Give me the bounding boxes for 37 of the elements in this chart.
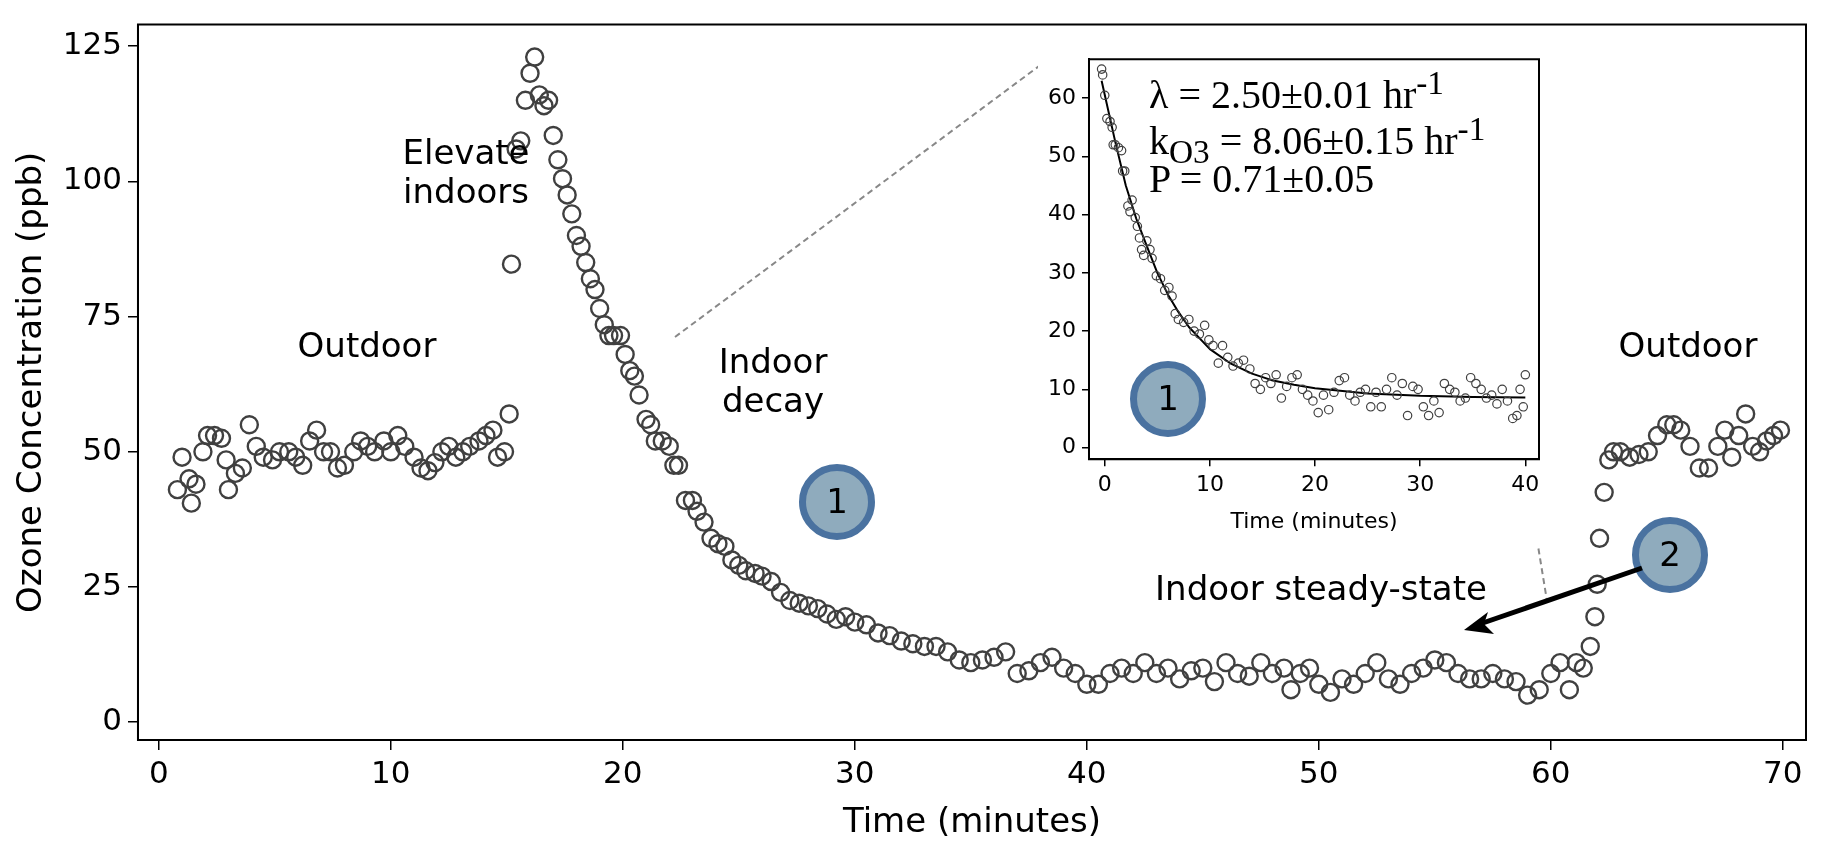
x-tick-label: 10 <box>1195 471 1224 497</box>
y-tick-label: 60 <box>1047 83 1076 109</box>
x-tick-label: 60 <box>1531 753 1571 790</box>
y-tick-label: 20 <box>1047 316 1076 342</box>
x-tick-label: 30 <box>1406 471 1435 497</box>
annotation: Outdoor <box>297 325 437 366</box>
y-tick-label: 25 <box>82 566 122 603</box>
x-tick-label: 20 <box>1301 471 1330 497</box>
x-tick-label: 0 <box>1097 471 1112 497</box>
y-tick-label: 0 <box>102 701 122 738</box>
x-tick-label: 0 <box>148 753 169 790</box>
x-tick-label: 20 <box>603 753 643 790</box>
annotation: Indoor steady-state <box>1155 568 1487 609</box>
y-tick-label: 75 <box>82 295 122 332</box>
y-tick-label: 50 <box>1047 142 1076 168</box>
annotation: Indoor decay <box>718 340 828 421</box>
y-tick-label: 30 <box>1047 258 1076 284</box>
y-tick-label: 125 <box>62 25 122 62</box>
annotation: Elevate indoors <box>402 131 530 212</box>
annotation: λ = 2.50±0.01 hr$^{-1}$ <box>1148 64 1444 118</box>
y-tick-label: 40 <box>1047 200 1076 226</box>
x-tick-label: 40 <box>1511 471 1540 497</box>
x-tick-label: 30 <box>835 753 875 790</box>
x-axis-title: Time (minutes) <box>841 800 1102 841</box>
y-tick-label: 10 <box>1047 375 1076 401</box>
y-axis-title: Ozone Concentration (ppb) <box>9 151 50 613</box>
annotation: 1 <box>826 481 848 522</box>
y-tick-label: 100 <box>62 160 122 197</box>
y-tick-label: 0 <box>1061 433 1076 459</box>
y-tick-label: 50 <box>82 430 122 467</box>
x-tick-label: 50 <box>1299 753 1339 790</box>
annotation: Outdoor <box>1618 325 1758 366</box>
x-axis-title: Time (minutes) <box>1229 507 1398 533</box>
annotation: 2 <box>1659 534 1681 575</box>
x-tick-label: 70 <box>1763 753 1803 790</box>
x-tick-label: 10 <box>371 753 411 790</box>
annotation: 1 <box>1157 378 1179 419</box>
